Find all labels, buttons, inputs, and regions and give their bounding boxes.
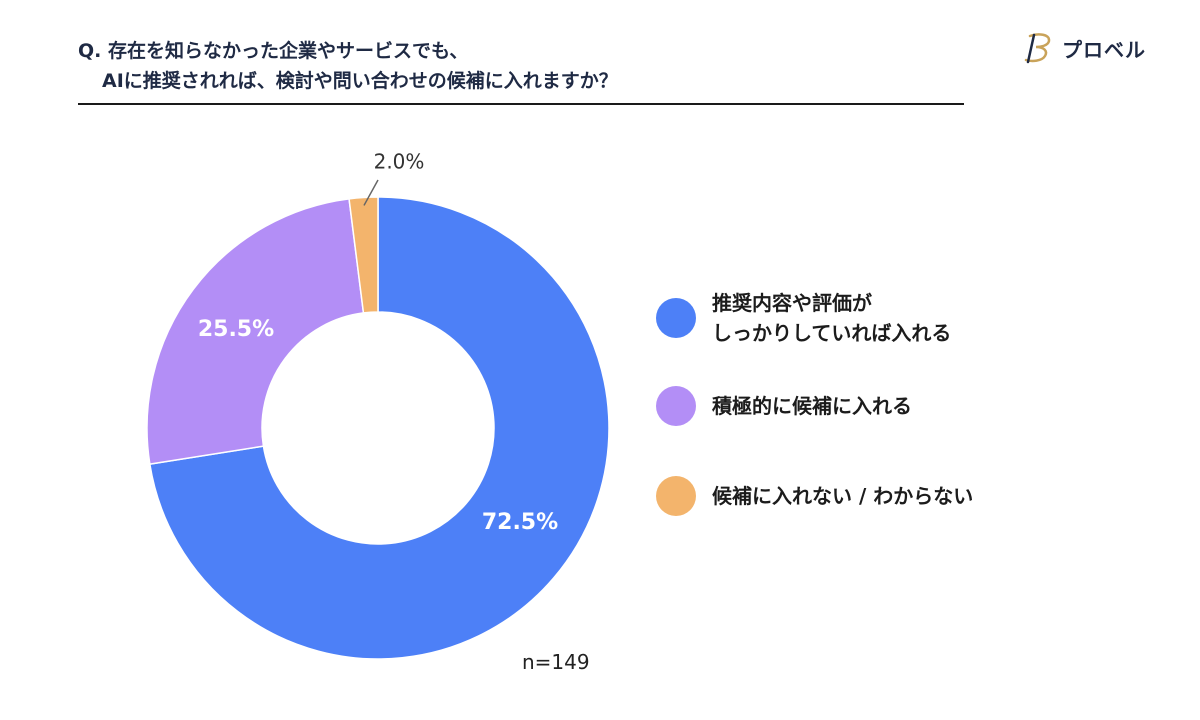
sample-size: n=149 xyxy=(522,650,590,674)
legend-swatch-blue xyxy=(656,298,696,338)
legend-swatch-orange xyxy=(656,476,696,516)
legend-item-no: 候補に入れない / わからない xyxy=(656,476,1072,516)
leader-line xyxy=(363,179,379,206)
data-label-recommended: 72.5% xyxy=(482,510,558,535)
question-title: Q. 存在を知らなかった企業やサービスでも、 AIに推奨されれば、検討や問い合わ… xyxy=(78,36,618,96)
brand-name: プロベル xyxy=(1062,37,1146,62)
legend-item-active: 積極的に候補に入れる xyxy=(656,386,1072,426)
data-label-no: 2.0% xyxy=(374,150,425,174)
brand-logo: プロベル xyxy=(1018,30,1146,66)
question-line-1: Q. 存在を知らなかった企業やサービスでも、 xyxy=(78,40,469,62)
legend-swatch-purple xyxy=(656,386,696,426)
legend-label: 推奨内容や評価が しっかりしていれば入れる xyxy=(712,291,952,345)
legend-label: 積極的に候補に入れる xyxy=(712,394,912,418)
slice-active xyxy=(146,197,365,465)
legend-item-recommended: 推奨内容や評価が しっかりしていれば入れる xyxy=(656,288,1072,348)
title-underline xyxy=(78,103,964,105)
slice-no xyxy=(348,196,379,314)
legend-label: 候補に入れない / わからない xyxy=(712,484,974,508)
question-line-2: AIに推奨されれば、検討や問い合わせの候補に入れますか？ xyxy=(102,70,618,92)
data-label-active: 25.5% xyxy=(198,317,274,342)
slice-recommended xyxy=(148,196,610,660)
brand-mark-icon xyxy=(1024,33,1051,64)
